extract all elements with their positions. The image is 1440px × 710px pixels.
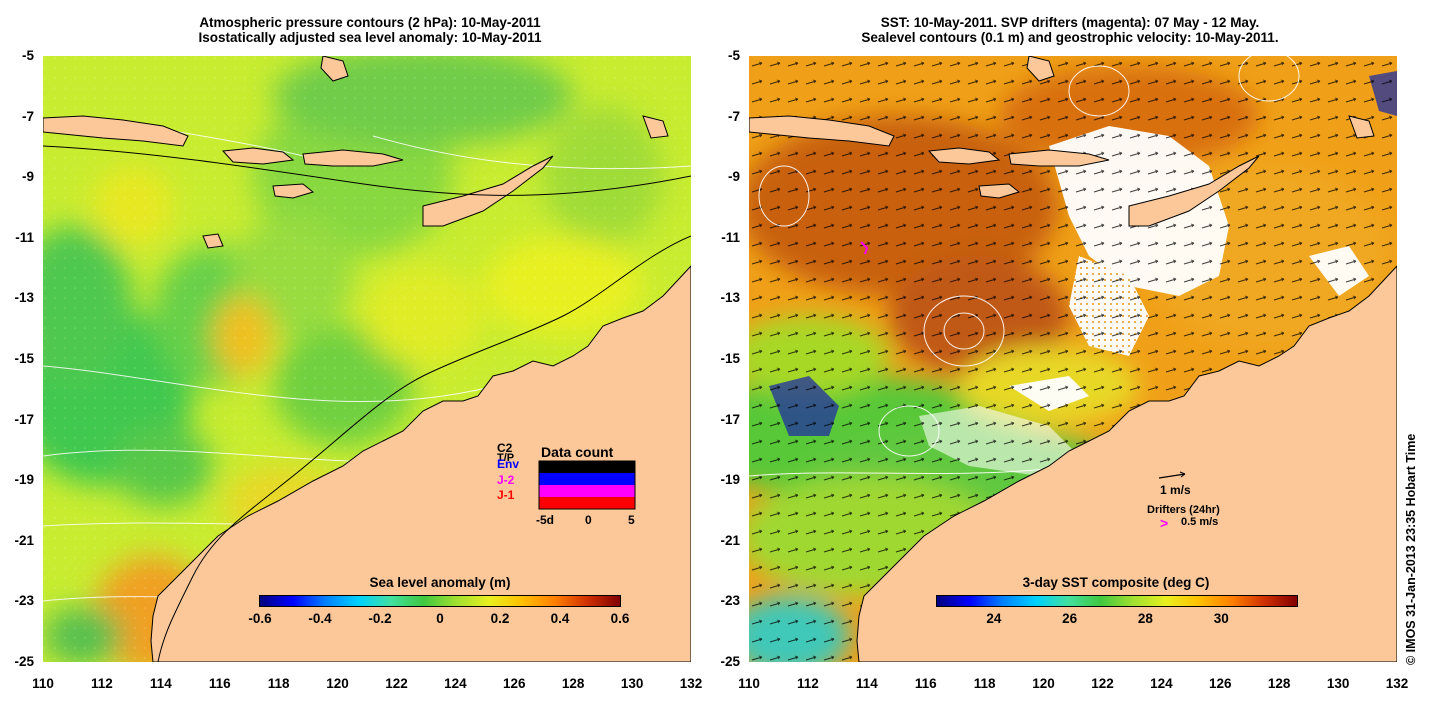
left-title-line1: Atmospheric pressure contours (2 hPa): 1…: [199, 15, 541, 30]
right-lon-6: 122: [1091, 676, 1114, 691]
java-island: [43, 115, 189, 147]
australia-land: [150, 265, 691, 662]
right-lat-8: -21: [720, 532, 740, 548]
right-title: SST: 10-May-2011. SVP drifters (magenta)…: [720, 15, 1420, 45]
sst-map[interactable]: [749, 56, 1397, 662]
right-title-line1: SST: 10-May-2011. SVP drifters (magenta)…: [880, 15, 1260, 30]
left-lat-4: -13: [14, 290, 34, 306]
left-colorbar: [259, 595, 621, 607]
sat-j1: J-1: [497, 488, 515, 502]
small-island-3: [202, 233, 224, 249]
timor-island: [422, 155, 554, 227]
shelf-contour: [43, 145, 691, 196]
sla-colorbar-tick-0: -0.6: [248, 611, 272, 626]
left-lon-11: 132: [679, 676, 703, 691]
right-lon-0: 110: [738, 676, 760, 691]
right-lon-2: 114: [855, 676, 878, 691]
right-lat-0: -5: [727, 48, 740, 63]
australia-land-sst: [856, 265, 1397, 662]
left-lon-7: 124: [444, 676, 467, 691]
left-lon-5: 120: [326, 676, 349, 691]
left-lat-3: -11: [15, 229, 34, 245]
sla-colorbar-tick-5: 0.4: [550, 611, 570, 626]
left-lon-6: 122: [385, 676, 408, 691]
right-lat-5: -15: [720, 351, 740, 366]
right-lat-9: -23: [720, 593, 740, 609]
flores-island: [302, 149, 404, 167]
sumbawa-island: [221, 147, 295, 165]
sat-tp: T/P: [497, 452, 515, 464]
right-lat-1: -7: [727, 108, 740, 124]
right-lon-9: 128: [1267, 676, 1291, 691]
drifter-legend-symbol: >: [1160, 515, 1169, 531]
left-title: Atmospheric pressure contours (2 hPa): 1…: [40, 15, 700, 45]
sla-colorbar-tick-1: -0.4: [308, 611, 332, 626]
sst-colorbar-tick-3: 30: [1213, 611, 1229, 626]
right-lat-7: -19: [720, 472, 740, 488]
left-lat-6: -17: [14, 411, 34, 427]
right-colorbar-label: 3-day SST composite (deg C): [1022, 575, 1210, 590]
left-lon-0: 110: [32, 676, 54, 691]
left-lat-7: -19: [14, 472, 34, 488]
right-lat-6: -17: [720, 411, 740, 427]
sumba-island: [272, 183, 315, 199]
sat-j2: J-2: [497, 473, 515, 487]
right-lon-4: 118: [973, 676, 996, 691]
right-lon-3: 116: [914, 676, 937, 691]
left-lat-8: -21: [14, 532, 34, 548]
sst-colorbar-tick-0: 24: [986, 611, 1002, 626]
left-lon-9: 128: [561, 676, 585, 691]
drifters-legend-title: Drifters (24hr): [1147, 504, 1220, 516]
small-island-2: [642, 115, 669, 139]
sla-colorbar-tick-6: 0.6: [610, 611, 630, 626]
velocity-legend-arrow: [1158, 471, 1186, 479]
sat-env: Env: [497, 457, 520, 471]
sla-colorbar-tick-3: 0: [436, 611, 444, 626]
small-island-1: [320, 56, 349, 82]
data-count-inset: [538, 460, 636, 510]
right-lat-3: -11: [721, 229, 740, 245]
dc-xtick-0: -5d: [536, 513, 554, 527]
right-lat-2: -9: [727, 169, 740, 185]
left-lat-1: -7: [21, 108, 34, 124]
drifter-track: [860, 241, 869, 255]
left-lat-10: -25: [14, 654, 34, 669]
right-lon-11: 132: [1385, 676, 1409, 691]
sst-colorbar-tick-2: 28: [1137, 611, 1153, 626]
left-lon-2: 114: [149, 676, 172, 691]
sla-colorbar-tick-4: 0.2: [490, 611, 510, 626]
left-title-line2: Isostatically adjusted sea level anomaly…: [198, 30, 542, 45]
right-lon-1: 112: [797, 676, 819, 691]
left-lon-10: 130: [620, 676, 644, 691]
left-lat-0: -5: [21, 48, 34, 63]
left-lon-8: 126: [503, 676, 526, 691]
data-count-title: Data count: [541, 444, 614, 460]
drifters-legend-value: 0.5 m/s: [1181, 516, 1219, 528]
left-lon-4: 118: [267, 676, 290, 691]
right-lon-7: 124: [1150, 676, 1173, 691]
right-title-line2: Sealevel contours (0.1 m) and geostrophi…: [861, 30, 1279, 45]
velocity-legend-label: 1 m/s: [1160, 483, 1191, 497]
sst-colorbar-tick-1: 26: [1062, 611, 1078, 626]
left-lon-1: 112: [91, 676, 113, 691]
sat-c2: C2: [497, 441, 513, 455]
right-lon-10: 130: [1326, 676, 1350, 691]
right-lon-8: 126: [1209, 676, 1232, 691]
left-colorbar-label: Sea level anomaly (m): [369, 575, 511, 590]
dc-xtick-1: 0: [585, 513, 592, 527]
left-lat-2: -9: [21, 169, 34, 185]
left-lat-9: -23: [14, 593, 34, 609]
right-lon-5: 120: [1032, 676, 1055, 691]
imos-credit: © IMOS 31-Jan-2013 23:35 Hobart Time: [1404, 433, 1418, 665]
sla-colorbar-tick-2: -0.2: [368, 611, 392, 626]
right-lat-10: -25: [720, 654, 740, 669]
left-lon-3: 116: [208, 676, 231, 691]
left-lat-5: -15: [14, 351, 34, 366]
sea-level-anomaly-map[interactable]: [43, 56, 691, 662]
right-lat-4: -13: [720, 290, 740, 306]
dc-xtick-2: 5: [628, 513, 635, 527]
right-colorbar: [936, 595, 1298, 607]
